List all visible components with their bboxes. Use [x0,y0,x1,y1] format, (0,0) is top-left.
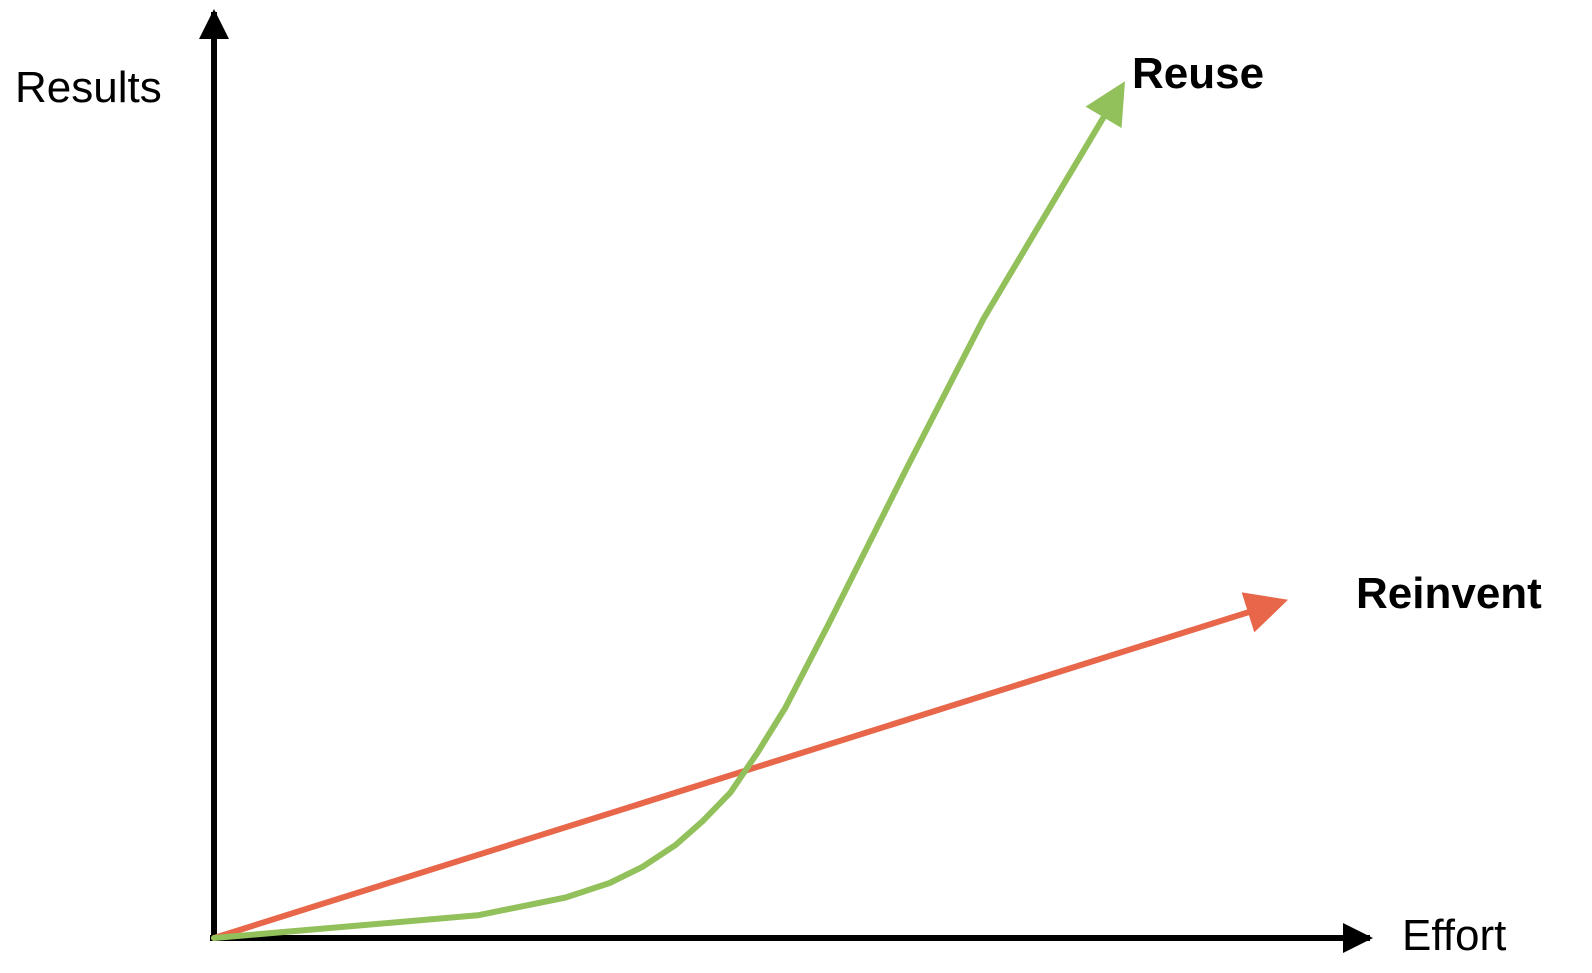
series-label-reuse: Reuse [1132,49,1264,98]
y-axis-label: Results [15,63,162,112]
axes [199,9,1373,953]
series-line-reuse [211,81,1125,941]
x-axis-label: Effort [1402,911,1506,960]
series-layer [211,81,1289,941]
series-label-reinvent: Reinvent [1356,569,1542,618]
